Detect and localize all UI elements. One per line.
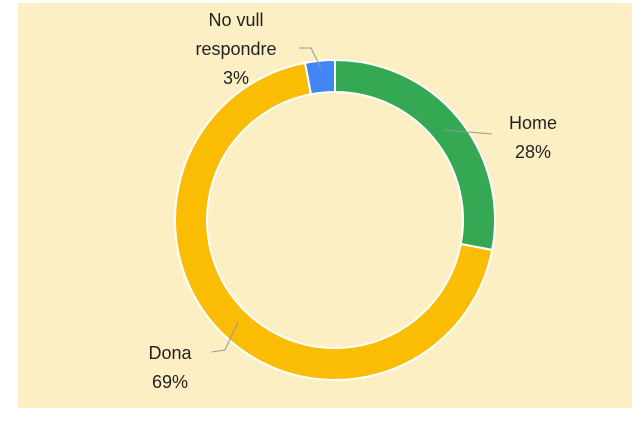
slice-value-label: 3% bbox=[222, 68, 249, 88]
slice-label: No vull respondre bbox=[195, 10, 277, 59]
slice-label: Home bbox=[508, 113, 557, 133]
leader-line bbox=[299, 47, 322, 69]
slice-value-label: 28% bbox=[514, 142, 552, 162]
slice-value-label: 69% bbox=[151, 372, 189, 392]
slice bbox=[334, 58, 496, 252]
slice-label: Dona bbox=[148, 343, 192, 363]
leader-line bbox=[444, 129, 493, 135]
slice bbox=[174, 61, 494, 381]
leader-line bbox=[211, 321, 239, 353]
slice bbox=[303, 58, 336, 96]
